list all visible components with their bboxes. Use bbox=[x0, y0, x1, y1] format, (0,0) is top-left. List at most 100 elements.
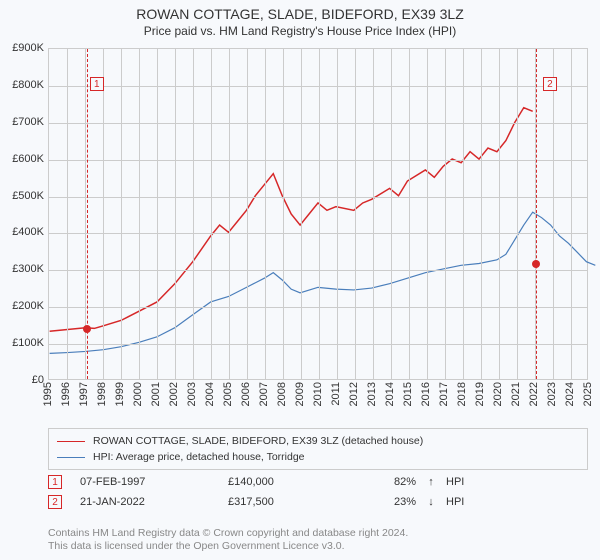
x-tick-label: 2008 bbox=[276, 382, 288, 406]
gridline-vertical bbox=[391, 49, 392, 379]
x-tick-label: 2003 bbox=[186, 382, 198, 406]
event-row: 2 21-JAN-2022 £317,500 23% ↓ HPI bbox=[48, 492, 588, 512]
gridline-vertical bbox=[211, 49, 212, 379]
y-tick-label: £0 bbox=[0, 374, 44, 386]
gridline-horizontal bbox=[49, 160, 587, 161]
event-pct: 82% bbox=[356, 476, 416, 488]
x-tick-label: 2005 bbox=[222, 382, 234, 406]
y-tick-label: £700K bbox=[0, 116, 44, 128]
line-series-svg bbox=[49, 49, 587, 379]
x-tick-label: 2015 bbox=[402, 382, 414, 406]
y-tick-label: £500K bbox=[0, 190, 44, 202]
gridline-vertical bbox=[337, 49, 338, 379]
event-price: £140,000 bbox=[228, 476, 348, 488]
y-tick-label: £900K bbox=[0, 42, 44, 54]
plot-area: 12 bbox=[48, 48, 588, 380]
gridline-horizontal bbox=[49, 307, 587, 308]
x-tick-label: 2016 bbox=[420, 382, 432, 406]
legend-swatch bbox=[57, 457, 85, 458]
gridline-vertical bbox=[517, 49, 518, 379]
gridline-horizontal bbox=[49, 123, 587, 124]
event-row-badge: 1 bbox=[48, 475, 62, 489]
event-pct: 23% bbox=[356, 496, 416, 508]
gridline-vertical bbox=[463, 49, 464, 379]
x-tick-label: 2019 bbox=[474, 382, 486, 406]
event-vs: HPI bbox=[446, 476, 486, 488]
x-tick-label: 2010 bbox=[312, 382, 324, 406]
gridline-vertical bbox=[427, 49, 428, 379]
x-tick-label: 2023 bbox=[546, 382, 558, 406]
x-tick-label: 2006 bbox=[240, 382, 252, 406]
x-tick-label: 2013 bbox=[366, 382, 378, 406]
event-vs: HPI bbox=[446, 496, 486, 508]
title-block: ROWAN COTTAGE, SLADE, BIDEFORD, EX39 3LZ… bbox=[0, 0, 600, 38]
gridline-vertical bbox=[481, 49, 482, 379]
event-dot bbox=[83, 325, 91, 333]
x-tick-label: 2002 bbox=[168, 382, 180, 406]
gridline-vertical bbox=[445, 49, 446, 379]
footer-attribution: Contains HM Land Registry data © Crown c… bbox=[48, 527, 408, 554]
gridline-vertical bbox=[301, 49, 302, 379]
event-arrow-icon: ↓ bbox=[424, 496, 438, 508]
y-tick-label: £400K bbox=[0, 226, 44, 238]
chart-subtitle: Price paid vs. HM Land Registry's House … bbox=[0, 24, 600, 38]
x-tick-label: 2022 bbox=[528, 382, 540, 406]
gridline-horizontal bbox=[49, 270, 587, 271]
event-badge: 2 bbox=[543, 77, 557, 91]
x-tick-label: 1998 bbox=[96, 382, 108, 406]
footer-line-1: Contains HM Land Registry data © Crown c… bbox=[48, 527, 408, 541]
gridline-vertical bbox=[229, 49, 230, 379]
x-tick-label: 2021 bbox=[510, 382, 522, 406]
x-tick-label: 2004 bbox=[204, 382, 216, 406]
x-tick-label: 2020 bbox=[492, 382, 504, 406]
x-tick-label: 2007 bbox=[258, 382, 270, 406]
event-row: 107-FEB-1997£140,00082%↑HPI bbox=[48, 472, 588, 492]
gridline-vertical bbox=[319, 49, 320, 379]
event-dot bbox=[532, 260, 540, 268]
y-tick-label: £600K bbox=[0, 153, 44, 165]
event-date: 21-JAN-2022 bbox=[70, 496, 220, 508]
event-marker-line bbox=[536, 49, 537, 379]
gridline-vertical bbox=[121, 49, 122, 379]
gridline-horizontal bbox=[49, 344, 587, 345]
event-badge: 1 bbox=[90, 77, 104, 91]
x-tick-label: 1995 bbox=[42, 382, 54, 406]
gridline-vertical bbox=[175, 49, 176, 379]
gridline-horizontal bbox=[49, 197, 587, 198]
gridline-vertical bbox=[571, 49, 572, 379]
y-tick-label: £200K bbox=[0, 300, 44, 312]
gridline-vertical bbox=[265, 49, 266, 379]
x-tick-label: 2018 bbox=[456, 382, 468, 406]
gridline-vertical bbox=[373, 49, 374, 379]
legend: ROWAN COTTAGE, SLADE, BIDEFORD, EX39 3LZ… bbox=[48, 428, 588, 470]
events-table: 107-FEB-1997£140,00082%↑HPI221-JAN-2022£… bbox=[48, 472, 588, 512]
gridline-vertical bbox=[193, 49, 194, 379]
gridline-vertical bbox=[499, 49, 500, 379]
event-date: 07-FEB-1997 bbox=[70, 476, 220, 488]
x-tick-label: 2024 bbox=[564, 382, 576, 406]
x-tick-label: 1997 bbox=[78, 382, 90, 406]
x-tick-label: 2009 bbox=[294, 382, 306, 406]
x-tick-label: 2025 bbox=[582, 382, 594, 406]
gridline-vertical bbox=[247, 49, 248, 379]
gridline-horizontal bbox=[49, 86, 587, 87]
x-tick-label: 2011 bbox=[330, 382, 342, 406]
x-tick-label: 2012 bbox=[348, 382, 360, 406]
gridline-vertical bbox=[283, 49, 284, 379]
gridline-vertical bbox=[553, 49, 554, 379]
x-tick-label: 2001 bbox=[150, 382, 162, 406]
event-price: £317,500 bbox=[228, 496, 348, 508]
chart-title: ROWAN COTTAGE, SLADE, BIDEFORD, EX39 3LZ bbox=[0, 6, 600, 22]
y-tick-label: £300K bbox=[0, 263, 44, 275]
y-tick-label: £100K bbox=[0, 337, 44, 349]
legend-swatch bbox=[57, 441, 85, 442]
series-line-property bbox=[50, 108, 533, 332]
legend-row: ROWAN COTTAGE, SLADE, BIDEFORD, EX39 3LZ… bbox=[57, 433, 579, 449]
x-tick-label: 1999 bbox=[114, 382, 126, 406]
gridline-vertical bbox=[409, 49, 410, 379]
gridline-vertical bbox=[157, 49, 158, 379]
x-tick-label: 1996 bbox=[60, 382, 72, 406]
event-row-badge: 2 bbox=[48, 495, 62, 509]
x-tick-label: 2017 bbox=[438, 382, 450, 406]
legend-row: HPI: Average price, detached house, Torr… bbox=[57, 449, 579, 465]
